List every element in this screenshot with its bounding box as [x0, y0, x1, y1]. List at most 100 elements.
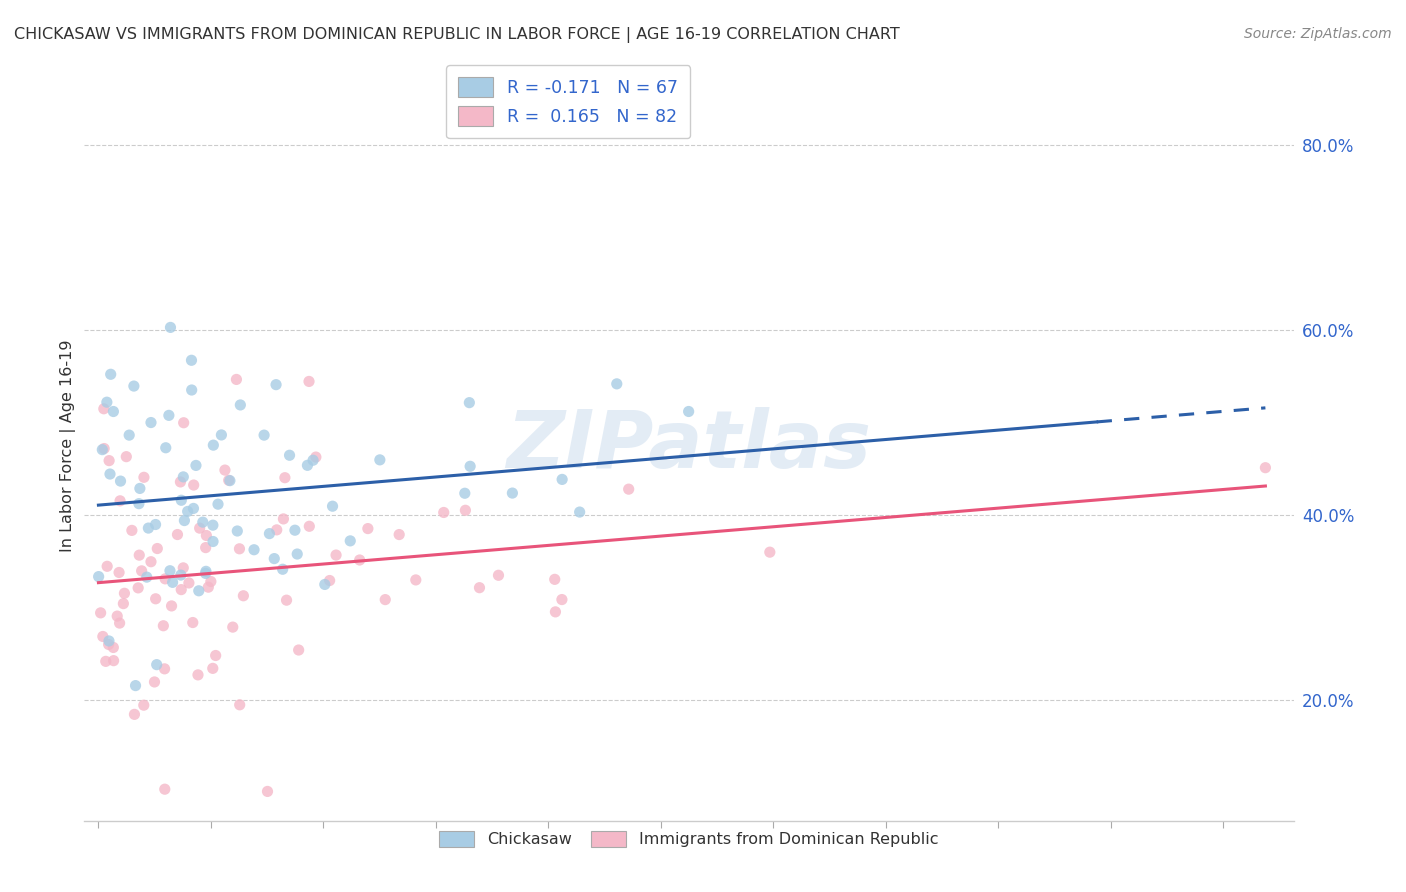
Point: [243, 542, 266, 557]
Point: [305, 450, 328, 464]
Point: [298, 375, 321, 389]
Point: [488, 568, 510, 582]
Point: [253, 428, 276, 442]
Point: [105, 609, 128, 624]
Point: [202, 438, 225, 452]
Point: [264, 377, 287, 392]
Point: [1254, 460, 1277, 475]
Point: [91, 630, 114, 644]
Point: [90, 606, 112, 620]
Point: [188, 521, 211, 535]
Point: [194, 541, 217, 555]
Point: [218, 473, 240, 487]
Point: [172, 561, 194, 575]
Point: [678, 404, 700, 418]
Point: [207, 497, 229, 511]
Point: [214, 463, 236, 477]
Text: Source: ZipAtlas.com: Source: ZipAtlas.com: [1244, 27, 1392, 41]
Point: [357, 522, 380, 536]
Point: [153, 782, 176, 797]
Point: [177, 576, 200, 591]
Point: [118, 428, 141, 442]
Point: [108, 493, 131, 508]
Point: [278, 448, 301, 462]
Point: [271, 562, 294, 576]
Point: [181, 615, 204, 630]
Point: [202, 534, 225, 549]
Point: [180, 383, 202, 397]
Point: [195, 528, 218, 542]
Point: [131, 564, 153, 578]
Point: [276, 593, 298, 607]
Legend: Chickasaw, Immigrants from Dominican Republic: Chickasaw, Immigrants from Dominican Rep…: [433, 824, 945, 854]
Point: [194, 565, 217, 579]
Point: [153, 572, 176, 586]
Point: [96, 559, 118, 574]
Point: [302, 453, 325, 467]
Point: [112, 597, 135, 611]
Point: [98, 467, 121, 481]
Point: [183, 501, 205, 516]
Point: [454, 503, 477, 517]
Point: [197, 580, 219, 594]
Point: [194, 566, 217, 581]
Point: [454, 486, 477, 500]
Point: [228, 698, 250, 712]
Point: [91, 442, 114, 457]
Point: [322, 499, 344, 513]
Point: [259, 526, 281, 541]
Point: [162, 575, 184, 590]
Point: [544, 605, 567, 619]
Point: [388, 527, 411, 541]
Text: ZIPatlas: ZIPatlas: [506, 407, 872, 485]
Point: [201, 661, 224, 675]
Point: [98, 634, 121, 648]
Point: [103, 404, 125, 418]
Point: [128, 548, 150, 562]
Point: [219, 474, 242, 488]
Point: [606, 376, 628, 391]
Point: [349, 553, 371, 567]
Point: [200, 574, 222, 589]
Point: [225, 372, 247, 386]
Point: [232, 589, 254, 603]
Point: [297, 458, 319, 473]
Point: [501, 486, 523, 500]
Point: [263, 551, 285, 566]
Point: [115, 450, 138, 464]
Point: [152, 619, 174, 633]
Point: [103, 654, 125, 668]
Point: [374, 592, 396, 607]
Point: [170, 582, 193, 597]
Text: CHICKASAW VS IMMIGRANTS FROM DOMINICAN REPUBLIC IN LABOR FORCE | AGE 16-19 CORRE: CHICKASAW VS IMMIGRANTS FROM DOMINICAN R…: [14, 27, 900, 43]
Point: [274, 471, 297, 485]
Point: [183, 478, 205, 492]
Point: [222, 620, 245, 634]
Point: [368, 453, 391, 467]
Point: [551, 592, 574, 607]
Point: [166, 527, 188, 541]
Point: [112, 586, 135, 600]
Point: [173, 514, 195, 528]
Point: [285, 547, 308, 561]
Point: [209, 428, 232, 442]
Point: [204, 648, 226, 663]
Point: [617, 482, 640, 496]
Point: [139, 416, 162, 430]
Point: [135, 570, 157, 584]
Point: [314, 577, 336, 591]
Point: [100, 368, 122, 382]
Point: [108, 616, 131, 631]
Point: [139, 555, 162, 569]
Point: [170, 493, 193, 508]
Point: [145, 591, 167, 606]
Point: [458, 395, 481, 409]
Point: [273, 512, 295, 526]
Point: [318, 574, 340, 588]
Point: [146, 541, 169, 556]
Point: [256, 784, 278, 798]
Point: [458, 459, 481, 474]
Point: [191, 515, 214, 529]
Point: [122, 379, 145, 393]
Point: [325, 548, 347, 562]
